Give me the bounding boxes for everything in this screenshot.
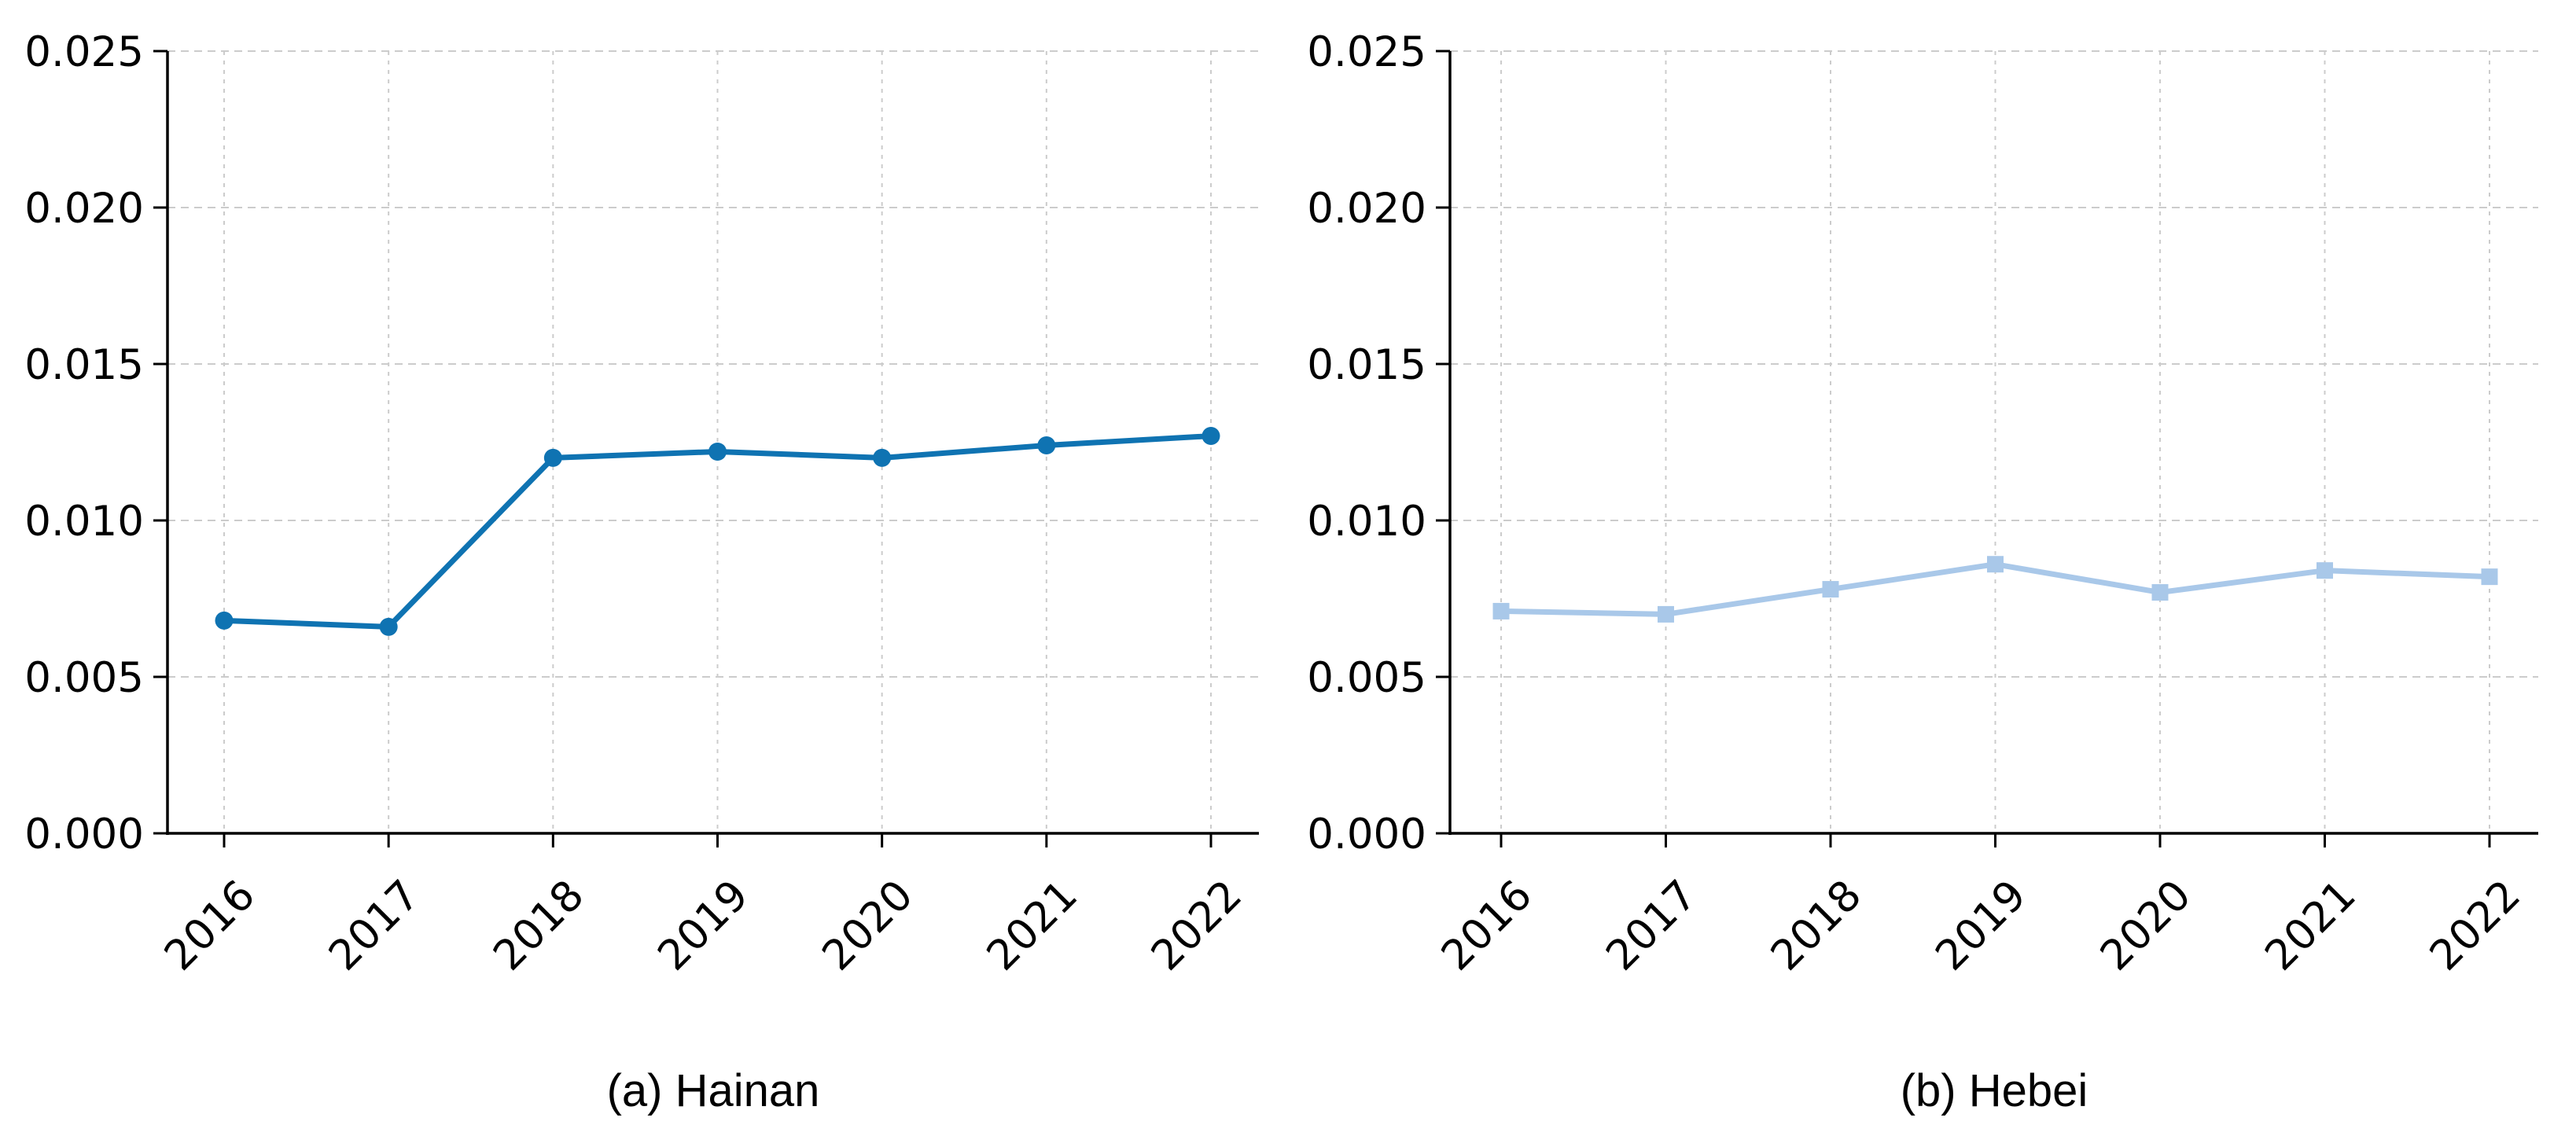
data-point-marker [873,448,892,467]
chart-panel-hebei: 0.000 0.005 0.010 0.015 0.020 0.025 2016 2017 20… [1288,0,2576,1147]
x-tick-label: 2017 [320,871,429,980]
data-line [221,433,1214,630]
y-tick-label: 0.015 [24,341,144,389]
y-tick-label: 0.005 [1307,654,1426,702]
x-tick-label: 2022 [1143,871,1252,980]
x-tick-label: 2019 [649,871,758,980]
hainan-plot-svg: 0.000 0.005 0.010 0.015 0.020 0.025 2016 2017 20… [24,28,1259,980]
x-tick-label: 2021 [978,871,1087,980]
y-tick-label: 0.010 [1307,498,1426,546]
data-point-marker [1822,581,1839,598]
x-tick-label: 2016 [156,871,265,980]
y-tick-label: 0.020 [1307,185,1426,233]
x-tick-label: 2017 [1597,871,1706,980]
x-tick-label: 2018 [484,871,594,980]
data-point-marker [2151,584,2169,601]
data-point-marker [215,611,234,630]
caption-hainan: (a) Hainan [606,1065,820,1116]
data-point-marker [2481,568,2498,586]
y-tick-label: 0.000 [1307,811,1426,858]
caption-hebei: (b) Hebei [1900,1065,2088,1116]
data-point-marker [1037,436,1056,454]
x-tick-label: 2020 [813,871,922,980]
y-tick-label: 0.020 [24,185,144,233]
hebei-plot-svg: 0.000 0.005 0.010 0.015 0.020 0.025 2016 2017 20… [1307,28,2538,980]
data-point-marker [708,442,727,461]
data-point-marker [1202,427,1220,446]
x-tick-label: 2020 [2092,871,2201,980]
x-tick-label: 2019 [1926,871,2036,980]
chart-panel-hainan: 0.000 0.005 0.010 0.015 0.020 0.025 2016 2017 20… [24,28,1259,1116]
y-tick-label: 0.025 [1307,28,1426,76]
data-point-marker [543,448,562,467]
data-point-marker [1987,556,2004,573]
y-tick-label: 0.000 [24,811,144,858]
y-tick-label: 0.025 [24,28,144,76]
data-point-marker [2317,562,2333,579]
data-point-marker [1492,602,1510,619]
x-tick-label: 2021 [2256,871,2365,980]
x-tick-label: 2018 [1762,871,1871,980]
y-tick-label: 0.015 [1307,341,1426,389]
y-tick-label: 0.005 [24,654,144,702]
x-tick-label: 2016 [1433,871,1542,980]
data-point-marker [1658,605,1674,623]
x-tick-label: 2022 [2421,871,2530,980]
data-point-marker [379,617,398,636]
y-tick-label: 0.010 [24,498,144,546]
